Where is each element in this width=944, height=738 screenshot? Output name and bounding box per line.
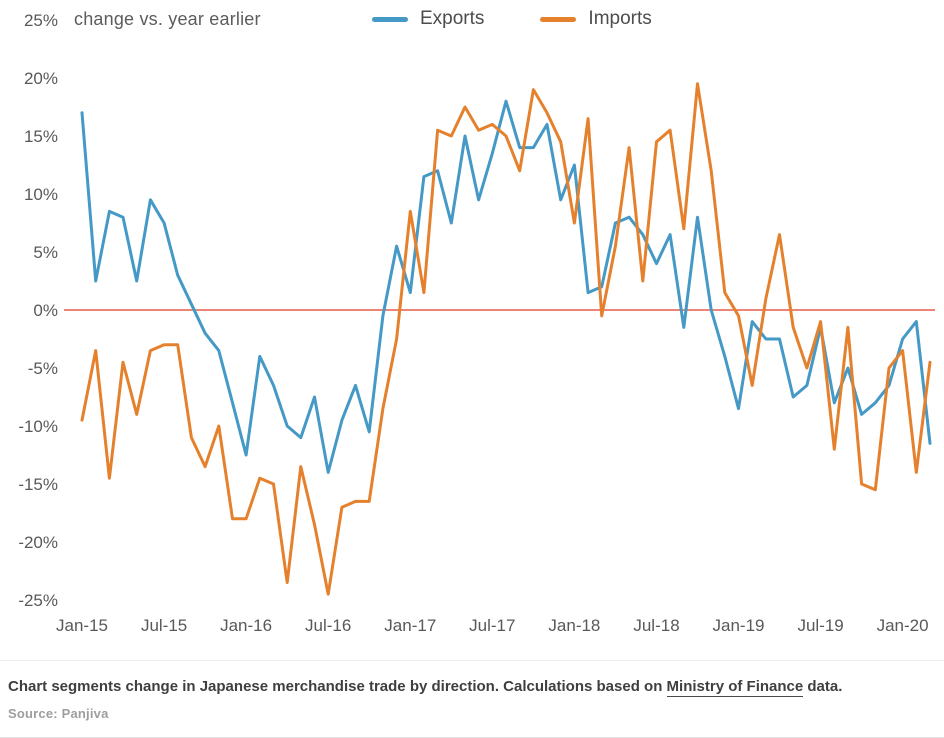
legend-item-imports: Imports [540,8,652,30]
svg-text:25%: 25% [24,11,58,30]
caption-text-2: data. [803,678,843,695]
chart-legend: Exports Imports [372,8,652,30]
svg-text:5%: 5% [33,243,58,262]
svg-text:15%: 15% [24,127,58,146]
svg-text:Jan-18: Jan-18 [548,616,600,635]
svg-text:Jan-17: Jan-17 [384,616,436,635]
imports-line-swatch-icon [540,16,577,22]
trade-line-chart: 25% 20% 15% 10% 5% 0% -5% -10% -15% -20% -25% Jan-1… [18,11,935,635]
source-attribution: Source: Panjiva [8,706,109,722]
svg-text:Jan-16: Jan-16 [220,616,272,635]
svg-text:Jul-18: Jul-18 [633,616,679,635]
svg-text:Jul-17: Jul-17 [469,616,515,635]
svg-text:Jan-20: Jan-20 [877,616,929,635]
chart-footer: Chart segments change in Japanese mercha… [0,660,944,721]
svg-text:Jan-19: Jan-19 [713,616,765,635]
legend-item-exports: Exports [372,8,484,30]
svg-text:20%: 20% [24,69,58,88]
caption-text-1: Chart segments change in Japanese mercha… [8,678,667,695]
svg-text:0%: 0% [33,301,58,320]
svg-text:10%: 10% [24,185,58,204]
ministry-of-finance-link[interactable]: Ministry of Finance [666,678,804,697]
svg-text:-20%: -20% [18,533,58,552]
exports-line-swatch-icon [372,16,408,22]
svg-text:Jan-15: Jan-15 [56,616,108,635]
svg-text:Jul-19: Jul-19 [797,616,843,635]
svg-text:-5%: -5% [28,359,58,378]
legend-label-exports: Exports [420,8,485,29]
chart-subtitle: change vs. year earlier [74,9,261,29]
svg-text:Jul-15: Jul-15 [141,616,187,635]
legend-label-imports: Imports [588,8,652,29]
svg-text:-25%: -25% [18,591,58,610]
svg-text:Jul-16: Jul-16 [305,616,351,635]
svg-text:-10%: -10% [18,417,58,436]
chart-caption: Chart segments change in Japanese mercha… [8,677,934,697]
svg-text:-15%: -15% [18,475,58,494]
chart-area: 25% 20% 15% 10% 5% 0% -5% -10% -15% -20% -25% Jan-1… [18,8,935,635]
